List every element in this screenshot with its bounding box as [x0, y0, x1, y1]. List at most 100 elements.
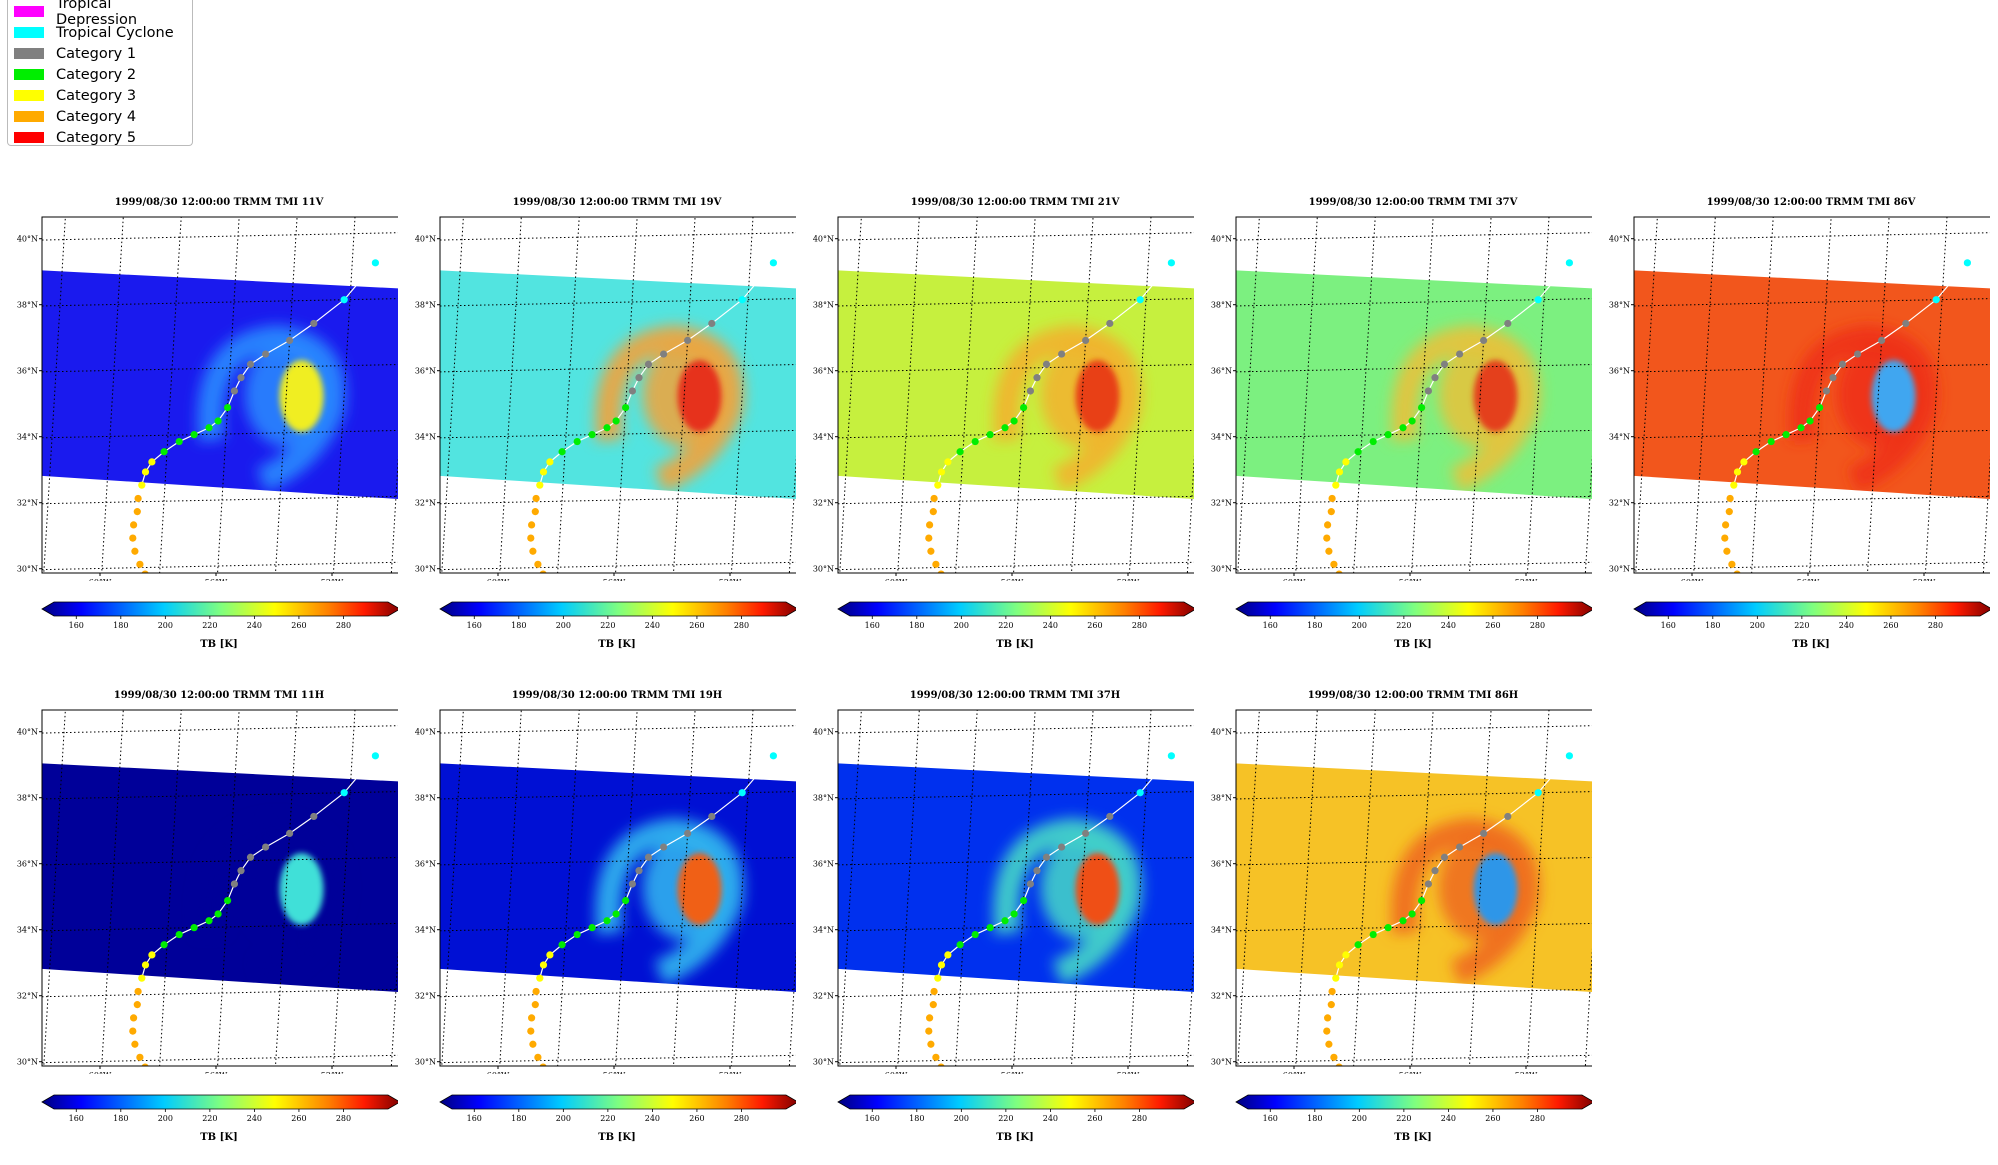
colorbar-tick: 280 [1928, 621, 1943, 630]
track-point [1323, 1027, 1331, 1035]
track-point [1167, 259, 1175, 267]
track-point [1418, 404, 1426, 412]
lat-label: 36°N [1609, 367, 1630, 376]
brightness-temperature-map: 30°N 32°N 34°N 36°N 38°N 40°N 60°W 56°W 52°W [17, 709, 398, 1074]
colorbar-tick: 280 [1530, 621, 1545, 630]
track-point [148, 951, 156, 959]
track-point [133, 508, 141, 516]
colorbar: 160 180 200 220 240 260 280 [439, 1094, 796, 1123]
track-point [1033, 867, 1041, 875]
colorbar-tick: 260 [1883, 621, 1898, 630]
lat-label: 36°N [17, 367, 38, 376]
track-point [1456, 843, 1464, 851]
brightness-temperature-map: 30°N 32°N 34°N 36°N 38°N 40°N 60°W 56°W 52°W [1609, 216, 1990, 581]
lat-label: 40°N [813, 235, 834, 244]
graticule [838, 710, 1194, 1066]
track-point [532, 494, 540, 503]
colorbar-tick: 240 [1441, 1114, 1456, 1123]
track-point [1033, 374, 1041, 382]
lat-label: 38°N [1609, 301, 1630, 310]
legend-swatch [14, 111, 44, 122]
colorbar-tick: 200 [556, 1114, 571, 1123]
track-point [1136, 789, 1144, 797]
graticule [1236, 710, 1592, 1066]
track-point [644, 360, 653, 368]
lon-label: 60°W [1681, 578, 1704, 581]
colorbar-tick: 280 [1132, 621, 1147, 630]
graticule [42, 217, 398, 573]
colorbar-tick: 160 [69, 1114, 84, 1123]
track-point [532, 987, 540, 996]
colorbar-tick: 220 [600, 1114, 615, 1123]
track-point [529, 1040, 537, 1048]
track-point [934, 481, 942, 489]
track-point [603, 917, 611, 925]
panel-title: 1999/08/30 12:00:00 TRMM TMI 21V [910, 197, 1120, 208]
colorbar-tick: 160 [467, 1114, 482, 1123]
lat-label: 34°N [415, 433, 436, 442]
legend-item: Category 1 [8, 43, 192, 64]
lat-label: 32°N [813, 499, 834, 508]
lat-label: 30°N [1609, 565, 1630, 574]
colorbar-tick: 280 [336, 1114, 351, 1123]
colorbar-gradient [1235, 601, 1592, 617]
lon-label: 56°W [603, 1071, 626, 1074]
lon-label: 52°W [1515, 578, 1538, 581]
lat-label: 38°N [1211, 301, 1232, 310]
track-point [1399, 917, 1407, 925]
track-point [1480, 829, 1488, 837]
colorbar-tick: 240 [247, 621, 262, 630]
track-point [628, 387, 636, 395]
colorbar-tick: 180 [511, 621, 526, 630]
track-point [1797, 424, 1805, 432]
track-point [1456, 350, 1464, 358]
track-point [708, 319, 716, 328]
colorbar-gradient [41, 601, 398, 617]
colorbar: 160 180 200 220 240 260 280 [41, 601, 398, 630]
track-point [944, 951, 952, 959]
panel-title: 1999/08/30 12:00:00 TRMM TMI 37V [1308, 197, 1518, 208]
track-point [603, 424, 611, 432]
track-point [1440, 360, 1449, 368]
track-point [684, 336, 692, 344]
lat-label: 40°N [813, 728, 834, 737]
track-point [1323, 534, 1331, 542]
track-point [371, 259, 379, 267]
map-panel-19h: 1999/08/30 12:00:00 TRMM TMI 19H 30°N 32°N… [398, 690, 796, 1165]
map-panel-37v: 1999/08/30 12:00:00 TRMM TMI 37V 30°N 32°N… [1194, 197, 1592, 672]
track-point [531, 508, 539, 516]
track-point [539, 1063, 547, 1066]
lat-label: 32°N [1211, 499, 1232, 508]
colorbar-tick: 200 [1352, 1114, 1367, 1123]
lat-label: 32°N [415, 499, 436, 508]
legend-label: Category 5 [56, 129, 137, 146]
map-frame [439, 216, 796, 574]
storm-track [1323, 725, 1592, 1066]
colorbar-label: TB [K] [996, 1132, 1034, 1143]
storm-core [1473, 360, 1518, 433]
colorbar-tick: 180 [1307, 621, 1322, 630]
lat-label: 34°N [813, 433, 834, 442]
storm-track [1721, 232, 1990, 573]
lon-label: 52°W [321, 1071, 344, 1074]
colorbar-tick: 260 [689, 1114, 704, 1123]
track-point [528, 1014, 536, 1022]
track-point [531, 1001, 539, 1009]
track-point [1565, 752, 1573, 760]
track-point [546, 951, 554, 959]
lat-label: 30°N [17, 1058, 38, 1067]
track-point [1733, 570, 1741, 573]
colorbar-tick: 200 [954, 621, 969, 630]
graticule [1236, 217, 1592, 573]
lat-label: 34°N [17, 926, 38, 935]
lat-label: 38°N [17, 794, 38, 803]
track-point [1504, 812, 1512, 821]
track-point [214, 910, 222, 918]
track-point [1335, 570, 1343, 573]
legend-label: Category 3 [56, 87, 137, 104]
track-point [546, 458, 554, 466]
track-point [1020, 897, 1028, 905]
lon-label: 52°W [1515, 1071, 1538, 1074]
track-point [1721, 534, 1729, 542]
colorbar-tick: 260 [291, 1114, 306, 1123]
